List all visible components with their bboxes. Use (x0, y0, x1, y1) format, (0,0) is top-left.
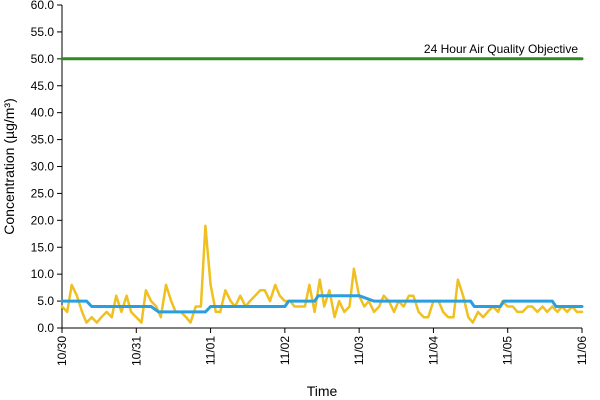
y-tick-label: 25.0 (31, 186, 55, 200)
x-tick-label: 11/01 (204, 336, 218, 365)
x-tick-label: 11/05 (501, 336, 515, 365)
objective-annotation: 24 Hour Air Quality Objective (424, 42, 578, 56)
y-tick-label: 35.0 (31, 133, 55, 147)
y-tick-label: 5.0 (37, 294, 54, 308)
y-tick-label: 30.0 (31, 160, 55, 174)
y-tick-label: 55.0 (31, 25, 55, 39)
x-tick-label: 11/02 (278, 336, 292, 365)
axes: 0.0 5.0 10.0 15.0 20.0 25.0 30.0 35.0 40.0 45.0 50… (31, 0, 589, 366)
y-tick-label: 50.0 (31, 52, 55, 66)
y-tick-label: 20.0 (31, 213, 55, 227)
y-tick-label: 10.0 (31, 267, 55, 281)
y-tick-label: 60.0 (31, 0, 55, 12)
y-tick-label: 15.0 (31, 240, 55, 254)
y-tick-label: 40.0 (31, 106, 55, 120)
x-tick-label: 11/04 (426, 336, 440, 365)
y-tick-label: 0.0 (37, 321, 54, 335)
y-tick-label: 45.0 (31, 79, 55, 93)
hourly-series-line (60, 224, 584, 324)
x-tick-label: 10/31 (129, 336, 143, 366)
y-axis-title: Concentration (µg/m³) (1, 98, 17, 234)
x-tick-label: 10/30 (55, 336, 69, 366)
x-axis-title: Time (307, 383, 338, 399)
x-tick-label: 11/03 (352, 336, 366, 365)
labels: 24 Hour Air Quality Objective Time Conce… (1, 42, 578, 399)
series-layer (60, 57, 584, 324)
x-tick-label: 11/06 (575, 336, 589, 365)
daily-series-line (60, 294, 584, 314)
